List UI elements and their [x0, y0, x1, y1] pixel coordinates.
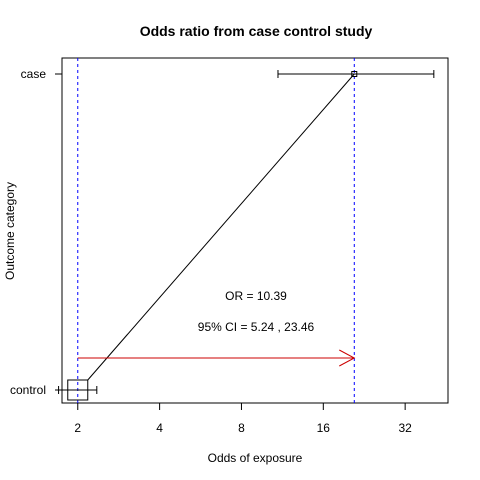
- x-axis: 2 4 8 16 32: [74, 403, 412, 435]
- x-tick-label: 32: [398, 421, 412, 435]
- x-tick-label: 4: [156, 421, 163, 435]
- x-tick-label: 8: [238, 421, 245, 435]
- point-box: [351, 71, 358, 77]
- point-box: [67, 379, 89, 401]
- plot-frame: [61, 57, 449, 404]
- chart-title: Odds ratio from case control study: [140, 23, 373, 39]
- arrow-head: [339, 349, 356, 367]
- x-axis-title: Odds of exposure: [208, 451, 303, 465]
- y-tick-label: control: [10, 383, 46, 397]
- y-axis-title: Outcome category: [3, 182, 17, 280]
- odds-ratio-label: OR = 10.39: [225, 289, 287, 303]
- odds-series: [58, 70, 435, 401]
- x-tick-label: 2: [74, 421, 81, 435]
- y-tick-label: case: [21, 67, 47, 81]
- connecting-line: [87, 73, 355, 381]
- odds-ratio-arrow: [77, 349, 356, 367]
- confidence-interval-label: 95% CI = 5.24 , 23.46: [198, 320, 315, 334]
- x-tick-label: 16: [317, 421, 331, 435]
